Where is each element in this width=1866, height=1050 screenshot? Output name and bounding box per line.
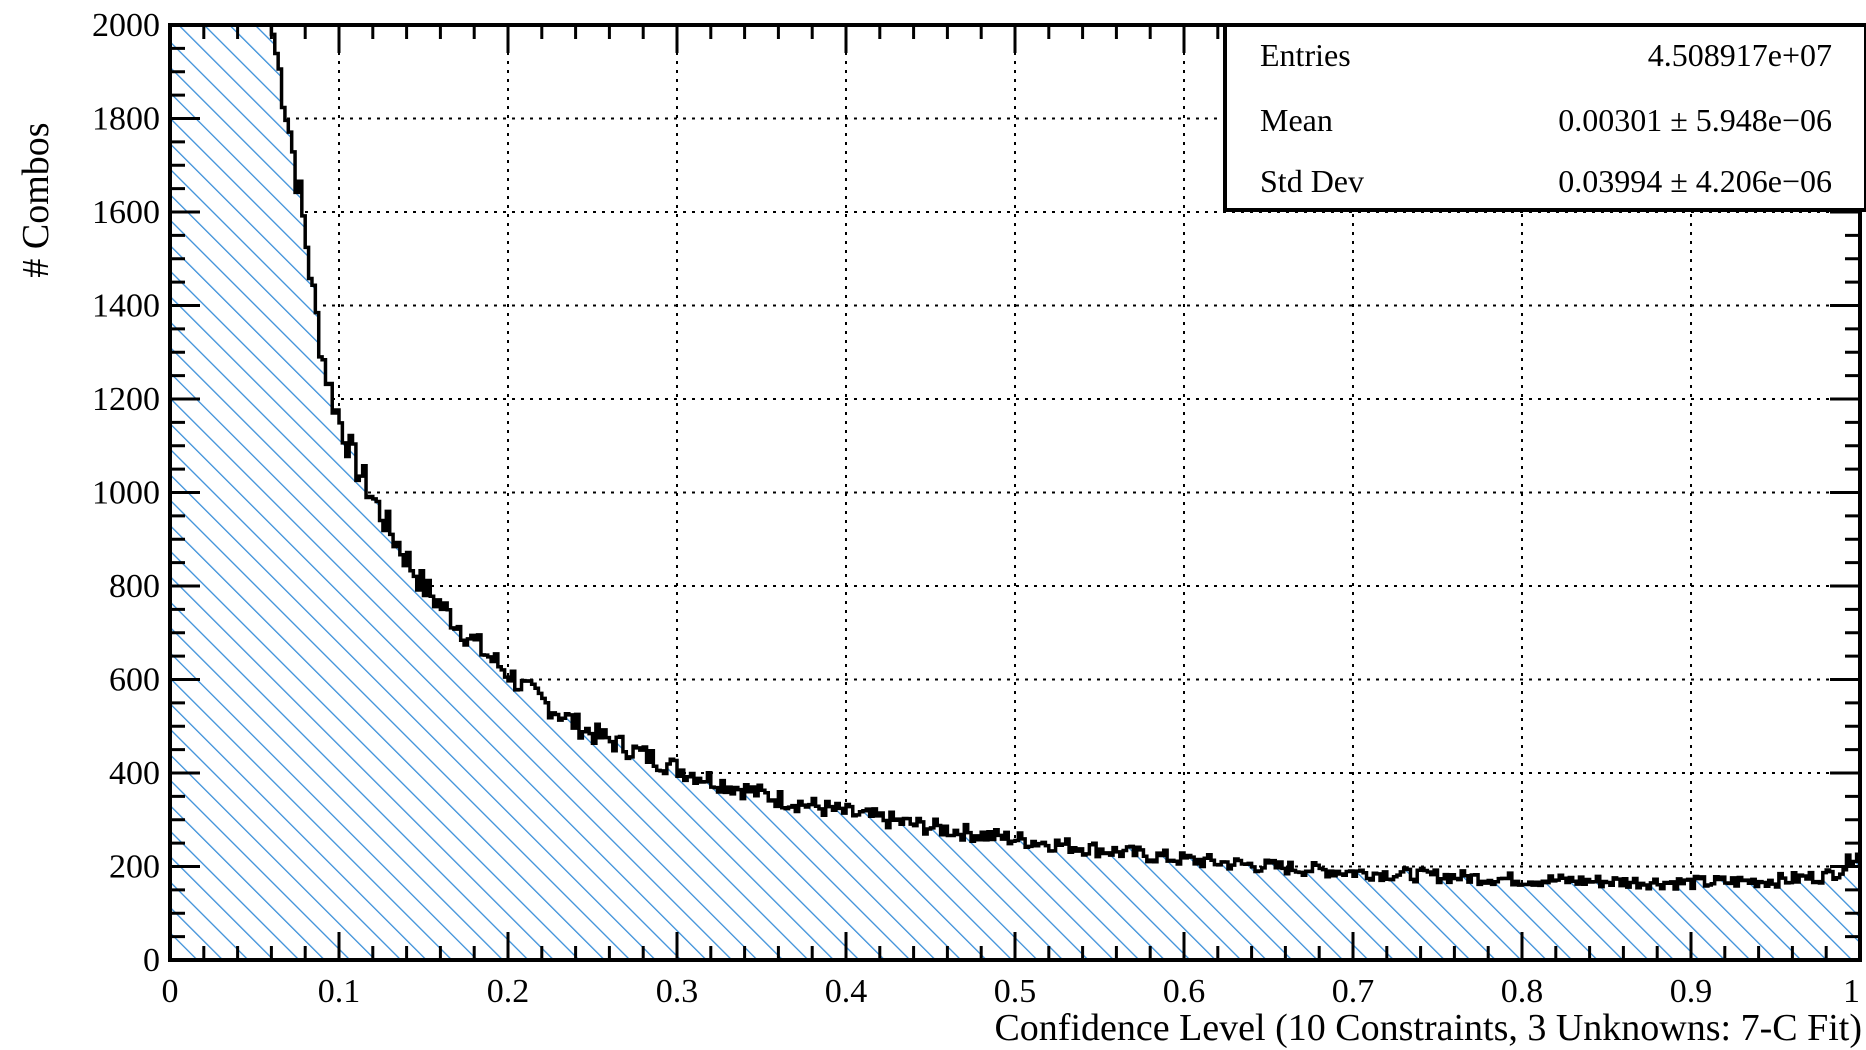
y-tick-label: 1800 <box>92 101 160 138</box>
histogram-fill <box>170 25 1860 960</box>
y-tick-label: 800 <box>109 568 160 605</box>
x-axis-title: Confidence Level (10 Constraints, 3 Unkn… <box>994 1007 1862 1049</box>
y-tick-label: 1200 <box>92 381 160 418</box>
data-area <box>170 25 1860 960</box>
x-tick-label: 0.3 <box>656 973 699 1010</box>
y-tick-label: 1000 <box>92 475 160 512</box>
y-tick-label: 1400 <box>92 288 160 325</box>
stats-box-frame <box>1223 23 1866 212</box>
x-tick-label: 0.8 <box>1501 973 1544 1010</box>
x-tick-label: 0.5 <box>994 973 1037 1010</box>
x-tick-label: 0.1 <box>318 973 361 1010</box>
y-tick-label: 2000 <box>92 7 160 44</box>
stats-entries-label: Entries <box>1260 37 1351 73</box>
y-tick-label: 400 <box>109 755 160 792</box>
x-tick-label: 0.6 <box>1163 973 1206 1010</box>
stats-box: Entries 4.508917e+07 Mean 0.00301 ± 5.94… <box>1223 23 1866 212</box>
y-axis-title: # Combos <box>15 122 57 277</box>
stats-stddev-label: Std Dev <box>1260 163 1364 199</box>
y-tick-label: 0 <box>143 942 160 979</box>
y-tick-labels: 0 200 400 600 800 1000 1200 1400 1600 1800 2000 <box>92 7 160 979</box>
y-tick-label: 1600 <box>92 194 160 231</box>
x-tick-label: 0.4 <box>825 973 868 1010</box>
stats-entries-value: 4.508917e+07 <box>1648 37 1832 73</box>
x-tick-label: 0.7 <box>1332 973 1375 1010</box>
x-tick-labels: 0 0.1 0.2 0.3 0.4 0.5 0.6 0.7 0.8 0.9 1 <box>162 973 1861 1010</box>
stats-mean-value: 0.00301 ± 5.948e−06 <box>1558 102 1832 138</box>
y-tick-label: 600 <box>109 662 160 699</box>
x-tick-label: 1 <box>1843 973 1860 1010</box>
stats-stddev-value: 0.03994 ± 4.206e−06 <box>1558 163 1832 199</box>
stats-mean-label: Mean <box>1260 102 1333 138</box>
histogram-outline <box>170 25 1860 891</box>
y-tick-label: 200 <box>109 849 160 886</box>
x-tick-label: 0 <box>162 973 179 1010</box>
x-tick-label: 0.2 <box>487 973 530 1010</box>
x-tick-label: 0.9 <box>1670 973 1713 1010</box>
